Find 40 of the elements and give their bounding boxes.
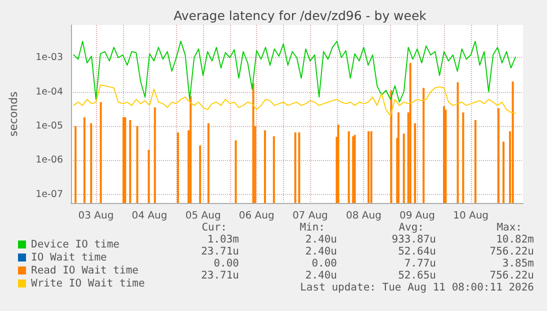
x-tick-label: 04 Aug xyxy=(132,210,168,222)
y-tick-label: 1e-06 xyxy=(36,154,63,166)
x-tick-label: 06 Aug xyxy=(238,210,274,222)
text: 1.03m xyxy=(207,234,239,246)
text: 52.65u xyxy=(398,270,436,282)
legend-label: IO Wait time xyxy=(31,252,107,264)
y-axis-title: seconds xyxy=(7,91,20,136)
text: 2.40u xyxy=(305,270,337,282)
text: 10.82m xyxy=(496,234,534,246)
text: 2.40u xyxy=(305,234,337,246)
text: 7.77u xyxy=(404,258,436,270)
x-tick-label: 10 Aug xyxy=(453,210,489,222)
text: 2.40u xyxy=(305,246,337,258)
y-tick-label: 1e-07 xyxy=(36,188,63,200)
text: 23.71u xyxy=(201,270,240,282)
text: Cur: xyxy=(202,222,228,234)
text: Min: xyxy=(300,222,326,234)
x-tick-label: 03 Aug xyxy=(78,210,114,222)
legend-label: Write IO Wait time xyxy=(31,278,145,290)
text: 933.87u xyxy=(392,234,436,246)
text: Avg: xyxy=(398,222,424,234)
x-tick-label: 09 Aug xyxy=(400,210,435,222)
text: 23.71u xyxy=(201,246,240,258)
y-tick-label: 1e-03 xyxy=(36,52,63,64)
text: 0.00 xyxy=(312,258,338,270)
text: 756.22u xyxy=(490,246,534,258)
y-tick-label: 1e-05 xyxy=(36,120,63,132)
chart-title: Average latency for /dev/zd96 - by week xyxy=(174,8,428,23)
x-tick-label: 05 Aug xyxy=(185,210,221,222)
text: 756.22u xyxy=(490,270,534,282)
y-tick-label: 1e-04 xyxy=(36,86,63,98)
legend-label: Read IO Wait time xyxy=(31,264,138,276)
x-tick-label: 07 Aug xyxy=(292,210,328,222)
text: 52.64u xyxy=(398,246,436,258)
text: 3.85m xyxy=(502,258,534,270)
text: Last update: Tue Aug 11 08:00:11 2026 xyxy=(300,282,534,294)
legend-label: Device IO time xyxy=(31,238,120,250)
x-tick-label: 08 Aug xyxy=(346,210,382,222)
text: 0.00 xyxy=(214,258,240,270)
text: Max: xyxy=(496,222,522,234)
